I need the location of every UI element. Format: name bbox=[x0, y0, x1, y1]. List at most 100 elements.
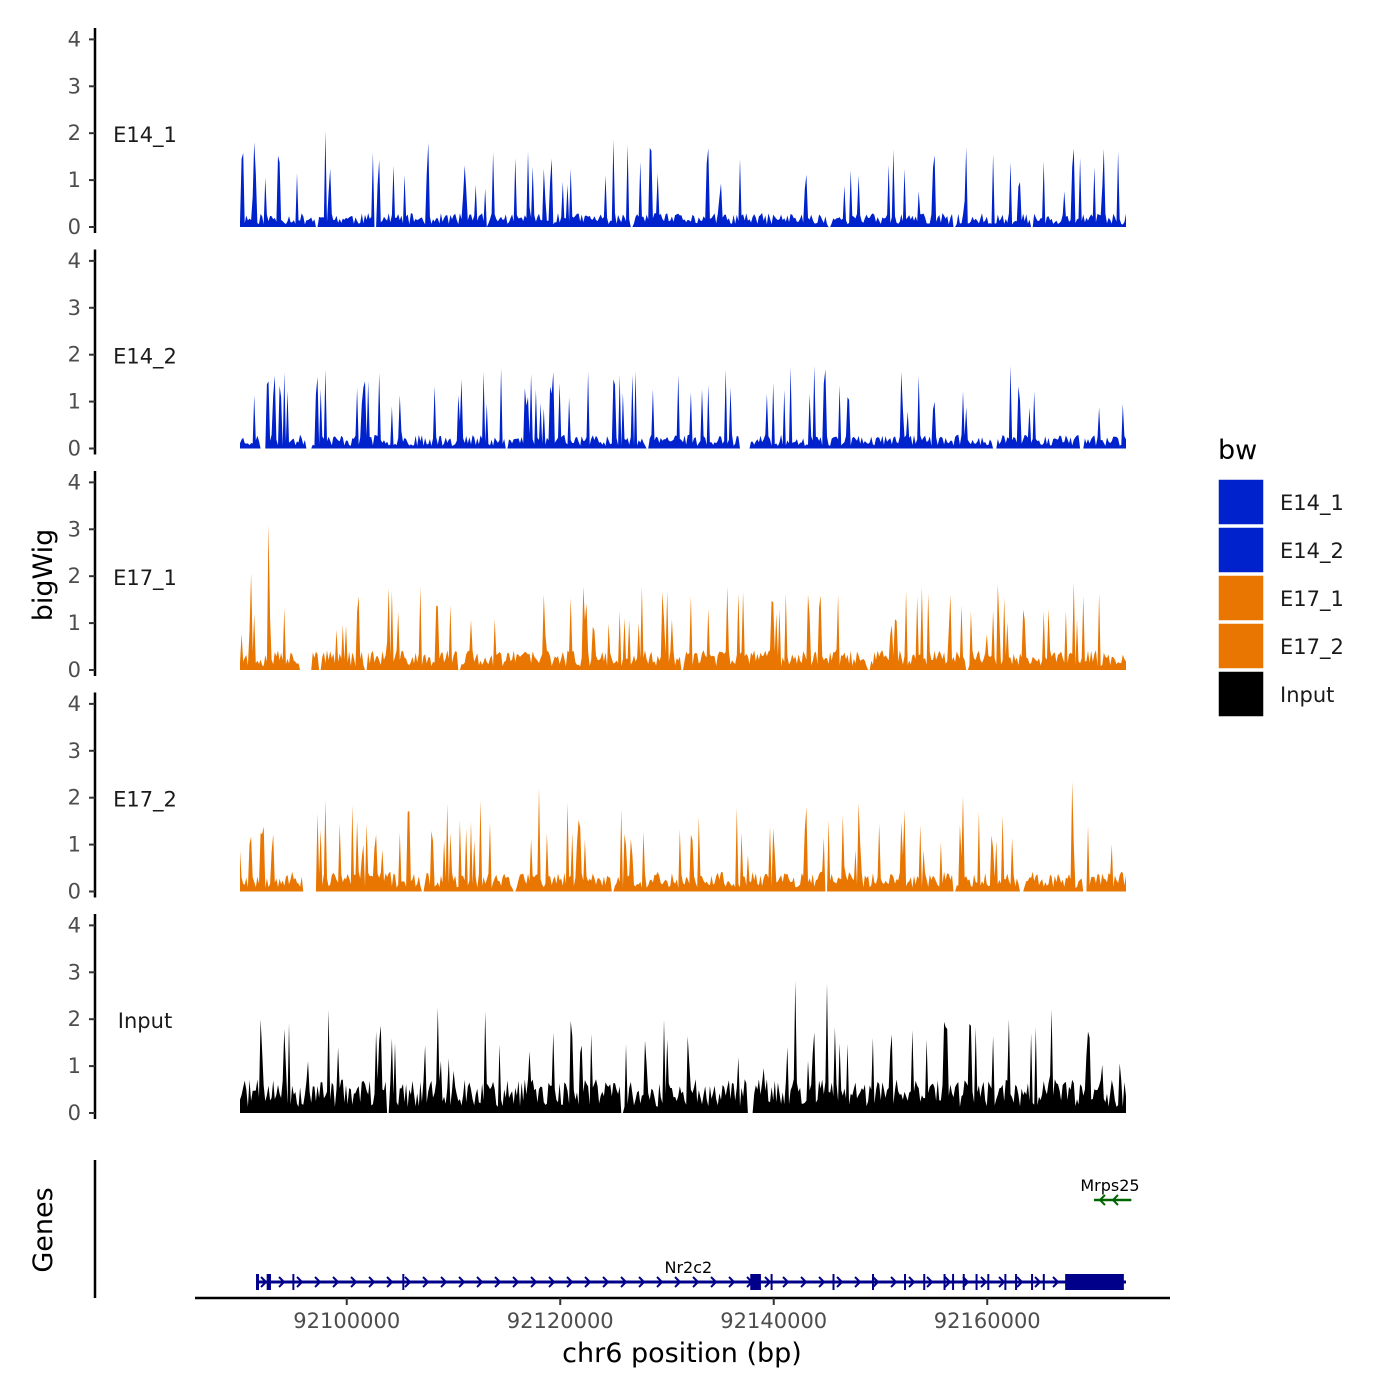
y-tick-label: 2 bbox=[68, 1007, 81, 1031]
strand-chevron bbox=[656, 1276, 664, 1288]
strand-chevron bbox=[908, 1276, 916, 1288]
y-tick-label: 4 bbox=[68, 692, 81, 716]
coverage-area-input bbox=[240, 980, 1126, 1113]
legend-swatch bbox=[1217, 670, 1265, 718]
strand-chevron bbox=[872, 1276, 880, 1288]
strand-chevron bbox=[692, 1276, 700, 1288]
strand-chevron bbox=[944, 1276, 952, 1288]
coverage-area-e17-1 bbox=[240, 523, 1126, 670]
strand-chevron bbox=[476, 1276, 484, 1288]
legend-label: E14_2 bbox=[1280, 539, 1344, 564]
y-tick-label: 0 bbox=[68, 215, 81, 239]
y-tick-label: 0 bbox=[68, 658, 81, 682]
strand-chevron bbox=[440, 1276, 448, 1288]
y-tick-label: 4 bbox=[68, 27, 81, 51]
x-tick-label: 92120000 bbox=[507, 1309, 614, 1333]
x-tick-label: 92160000 bbox=[934, 1309, 1041, 1333]
strand-chevron bbox=[332, 1276, 340, 1288]
strand-chevron bbox=[638, 1276, 646, 1288]
strand-chevron bbox=[1111, 1194, 1119, 1206]
strand-chevron bbox=[674, 1276, 682, 1288]
y-tick-label: 3 bbox=[68, 960, 81, 984]
legend-swatch bbox=[1217, 526, 1265, 574]
y-tick-label: 1 bbox=[68, 833, 81, 857]
strand-chevron bbox=[620, 1276, 628, 1288]
strand-chevron bbox=[836, 1276, 844, 1288]
y-tick-label: 3 bbox=[68, 517, 81, 541]
y-tick-label: 2 bbox=[68, 343, 81, 367]
strand-chevron bbox=[386, 1276, 394, 1288]
strand-chevron bbox=[1016, 1276, 1024, 1288]
gene-mrps25: Mrps25 bbox=[1080, 1176, 1140, 1206]
track-label: E14_2 bbox=[113, 345, 177, 370]
legend-swatch bbox=[1217, 622, 1265, 670]
y-tick-label: 2 bbox=[68, 786, 81, 810]
legend-label: E17_2 bbox=[1280, 635, 1344, 660]
y-tick-label: 2 bbox=[68, 121, 81, 145]
track-panel-e14-2: 0 1 2 3 4 E14_2 bbox=[68, 249, 1126, 461]
coverage-tracks: 0 1 2 3 4 E14_1 0 1 2 3 4 E14_2 0 1 2 3 4 E17_1 0 1 2 3 4 E17_2… bbox=[68, 27, 1126, 1125]
track-panel-e17-2: 0 1 2 3 4 E17_2 bbox=[68, 692, 1126, 904]
x-tick-label: 92140000 bbox=[720, 1309, 827, 1333]
y-tick-label: 3 bbox=[68, 296, 81, 320]
track-label: Input bbox=[118, 1009, 172, 1033]
legend-title: bw bbox=[1218, 435, 1257, 466]
y-tick-label: 1 bbox=[68, 168, 81, 192]
coverage-area-e14-2 bbox=[240, 365, 1126, 449]
legend-swatch bbox=[1217, 574, 1265, 622]
y-tick-label: 1 bbox=[68, 390, 81, 414]
gene-label: Nr2c2 bbox=[664, 1258, 712, 1277]
y-axis-title: bigWig bbox=[28, 529, 59, 622]
y-tick-label: 1 bbox=[68, 1054, 81, 1078]
legend: bw E14_1 E14_2 E17_1 E17_2 Input bbox=[1217, 435, 1344, 718]
y-tick-label: 0 bbox=[68, 437, 81, 461]
y-tick-label: 1 bbox=[68, 611, 81, 635]
strand-chevron bbox=[512, 1276, 520, 1288]
strand-chevron bbox=[854, 1276, 862, 1288]
strand-chevron bbox=[566, 1276, 574, 1288]
strand-chevron bbox=[314, 1276, 322, 1288]
strand-chevron bbox=[710, 1276, 718, 1288]
exon-block bbox=[1065, 1274, 1124, 1290]
strand-chevron bbox=[800, 1276, 808, 1288]
strand-chevron bbox=[422, 1276, 430, 1288]
coverage-area-e14-1 bbox=[240, 130, 1126, 227]
strand-chevron bbox=[404, 1276, 412, 1288]
strand-chevron bbox=[998, 1276, 1006, 1288]
strand-chevron bbox=[782, 1276, 790, 1288]
strand-chevron bbox=[260, 1276, 268, 1288]
gene-label: Mrps25 bbox=[1080, 1176, 1139, 1195]
track-label: E14_1 bbox=[113, 123, 177, 148]
track-panel-e17-1: 0 1 2 3 4 E17_1 bbox=[68, 470, 1126, 682]
y-tick-label: 3 bbox=[68, 739, 81, 763]
strand-chevron bbox=[602, 1276, 610, 1288]
strand-chevron bbox=[458, 1276, 466, 1288]
genes-track-title: Genes bbox=[28, 1187, 59, 1272]
x-tick-label: 92100000 bbox=[293, 1309, 400, 1333]
coverage-area-e17-2 bbox=[240, 781, 1126, 892]
strand-chevron bbox=[494, 1276, 502, 1288]
strand-chevron bbox=[530, 1276, 538, 1288]
legend-label: Input bbox=[1280, 683, 1334, 707]
y-tick-label: 0 bbox=[68, 880, 81, 904]
track-label: E17_1 bbox=[113, 566, 177, 591]
exon-block bbox=[266, 1274, 271, 1290]
strand-chevron bbox=[584, 1276, 592, 1288]
strand-chevron bbox=[1034, 1276, 1042, 1288]
y-tick-label: 4 bbox=[68, 913, 81, 937]
strand-chevron bbox=[548, 1276, 556, 1288]
strand-chevron bbox=[1098, 1194, 1106, 1206]
y-tick-label: 4 bbox=[68, 470, 81, 494]
track-panel-input: 0 1 2 3 4 Input bbox=[68, 913, 1126, 1125]
strand-chevron bbox=[368, 1276, 376, 1288]
strand-chevron bbox=[980, 1276, 988, 1288]
y-tick-label: 0 bbox=[68, 1101, 81, 1125]
exon-block bbox=[256, 1274, 260, 1290]
legend-swatch bbox=[1217, 478, 1265, 526]
track-label: E17_2 bbox=[113, 788, 177, 813]
gene-nr2c2: Nr2c2 bbox=[256, 1258, 1126, 1290]
genes-track: Genes Nr2c2 Mrps25 bbox=[28, 1160, 1140, 1298]
legend-label: E14_1 bbox=[1280, 491, 1344, 516]
strand-chevron bbox=[350, 1276, 358, 1288]
